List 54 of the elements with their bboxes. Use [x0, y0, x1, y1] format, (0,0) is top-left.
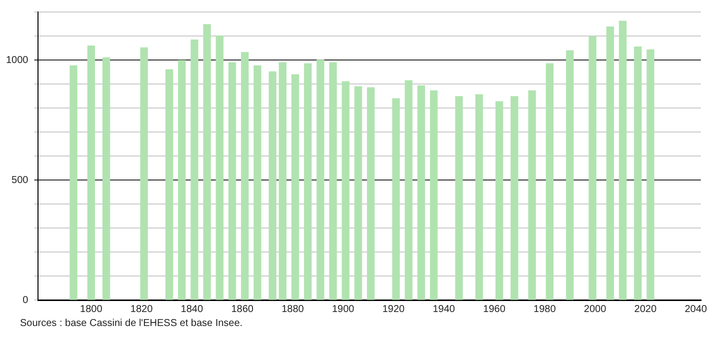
- bar: [228, 62, 236, 300]
- bar: [566, 50, 574, 300]
- bar: [404, 80, 412, 300]
- bar: [268, 71, 276, 300]
- bar: [618, 20, 627, 300]
- bar: [588, 36, 596, 300]
- bar: [528, 90, 536, 300]
- bar: [495, 101, 504, 300]
- x-tick-label: 1820: [130, 304, 154, 315]
- x-tick-label: 1940: [432, 304, 456, 315]
- x-tick-label: 1920: [382, 304, 406, 315]
- bar: [546, 63, 554, 300]
- bar: [102, 57, 110, 300]
- y-tick-label: 1000: [6, 54, 29, 66]
- bar: [140, 47, 148, 300]
- bar: [455, 96, 463, 300]
- bar: [203, 24, 211, 300]
- bar: [329, 62, 337, 300]
- bar: [87, 46, 95, 300]
- x-tick-label: 1960: [483, 304, 506, 315]
- y-tick-label: 500: [12, 174, 29, 186]
- bar: [291, 74, 300, 300]
- x-tick-label: 1900: [332, 304, 355, 315]
- x-tick-label: 1860: [231, 304, 254, 315]
- bar: [342, 81, 350, 300]
- bar: [634, 46, 642, 300]
- x-tick-label: 1800: [80, 304, 103, 315]
- bar: [278, 62, 286, 300]
- bar: [241, 52, 249, 300]
- bar: [430, 90, 438, 300]
- bar: [316, 60, 324, 300]
- x-tick-label: 2020: [634, 304, 657, 315]
- bar: [475, 94, 483, 300]
- bar: [646, 49, 654, 300]
- bar: [417, 85, 426, 300]
- x-tick-label: 1880: [282, 304, 304, 315]
- x-tick-label: 1840: [180, 304, 204, 315]
- bar: [366, 87, 375, 300]
- x-tick-label: 1980: [534, 304, 556, 315]
- bar: [510, 96, 518, 300]
- x-tick-label: 2000: [584, 304, 607, 315]
- source-note: Sources : base Cassini de l'EHESS et base Insee.: [20, 318, 244, 329]
- bar: [70, 65, 78, 300]
- bar: [606, 26, 614, 300]
- bar: [165, 69, 174, 300]
- y-tick-label: 0: [22, 294, 29, 306]
- bar: [304, 63, 312, 300]
- bar: [354, 86, 362, 300]
- x-tick-label: 2040: [684, 304, 708, 315]
- bar: [178, 60, 186, 300]
- bar: [254, 65, 262, 300]
- bar: [392, 98, 400, 300]
- bar: [216, 36, 224, 300]
- bar: [190, 40, 198, 300]
